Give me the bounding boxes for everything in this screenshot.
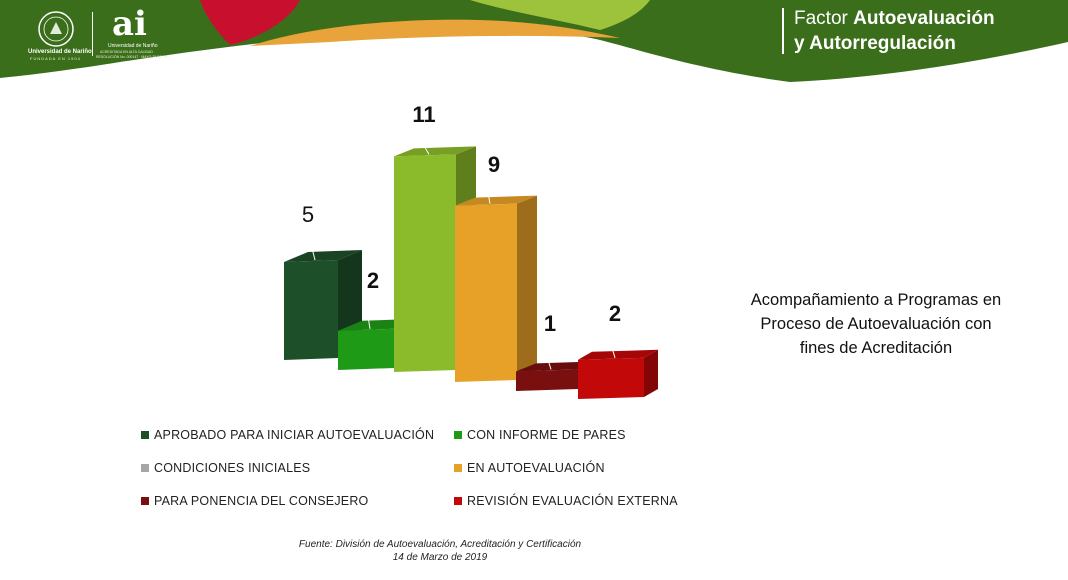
legend-item: APROBADO PARA INICIAR AUTOEVALUACIÓN — [141, 428, 434, 442]
bar-top — [578, 349, 658, 360]
source-note: Fuente: División de Autoevaluación, Acre… — [220, 538, 660, 564]
university-crest-icon — [38, 11, 74, 47]
data-label: 1 — [544, 311, 556, 336]
leader-line — [606, 330, 616, 358]
leader-line — [415, 131, 430, 155]
legend-item: REVISIÓN EVALUACIÓN EXTERNA — [454, 494, 678, 508]
ai-logo-line-3: RESOLUCIÓN No. 000147 · MAYO 25 DE 2017 — [96, 55, 171, 59]
bar-side — [644, 349, 658, 397]
bar-top — [284, 250, 362, 262]
bar — [578, 349, 658, 399]
ai-logo-line-1: Universidad de Nariño — [108, 43, 158, 49]
source-line-1: Fuente: División de Autoevaluación, Acre… — [298, 539, 582, 550]
legend-swatch — [454, 497, 462, 505]
bar-front — [455, 203, 517, 382]
chart-title-line-1: Acompañamiento a Programas en — [750, 291, 1002, 309]
legend-label: CONDICIONES INICIALES — [154, 461, 311, 475]
leader-line — [485, 181, 491, 204]
legend-swatch — [141, 431, 149, 439]
factor-line-2: y Autorregulación — [794, 33, 956, 54]
legend-swatch — [454, 464, 462, 472]
factor-divider — [782, 8, 784, 54]
bar-front — [578, 357, 644, 399]
bar-top — [516, 361, 598, 372]
bar-front — [394, 154, 456, 372]
chart-title-line-2: Proceso de Autoevaluación con — [760, 315, 992, 333]
bar-front — [338, 328, 394, 370]
university-motto: FUNDADA EN 1904 — [30, 56, 81, 61]
chart-legend: APROBADO PARA INICIAR AUTOEVALUACIÓN CON… — [141, 428, 701, 518]
leader-line — [541, 340, 552, 370]
legend-item: CONDICIONES INICIALES — [141, 461, 310, 475]
bar-front — [516, 369, 578, 391]
bar — [455, 195, 537, 382]
factor-line-1: Autoevaluación — [853, 8, 995, 29]
factor-prefix: Factor — [794, 8, 848, 29]
bar-front — [284, 260, 338, 360]
legend-label: PARA PONENCIA DEL CONSEJERO — [154, 494, 369, 508]
data-label: 5 — [302, 202, 314, 227]
legend-label: REVISIÓN EVALUACIÓN EXTERNA — [467, 494, 678, 508]
ai-logo-line-2: ACREDITADA EN ALTA CALIDAD — [100, 50, 153, 54]
legend-item: CON INFORME DE PARES — [454, 428, 626, 442]
header-red-arc — [200, 0, 300, 45]
data-label: 2 — [367, 268, 379, 293]
leader-line — [364, 297, 371, 329]
header-light-green-arc — [470, 0, 650, 30]
header-banner — [0, 0, 1068, 82]
header-orange-arc — [250, 19, 620, 46]
legend-label: CON INFORME DE PARES — [467, 428, 626, 442]
legend-item: EN AUTOEVALUACIÓN — [454, 461, 605, 475]
logo-divider — [92, 12, 93, 56]
legend-label: APROBADO PARA INICIAR AUTOEVALUACIÓN — [154, 428, 435, 442]
university-name: Universidad de Nariño — [28, 49, 92, 55]
leader-line — [307, 231, 316, 261]
data-label: 9 — [488, 152, 500, 177]
logo-block: Universidad de Nariño FUNDADA EN 1904 ai… — [28, 4, 178, 62]
legend-swatch — [141, 497, 149, 505]
legend-swatch — [141, 464, 149, 472]
bar-side — [517, 195, 537, 380]
legend-item: PARA PONENCIA DEL CONSEJERO — [141, 494, 368, 508]
bar-top — [455, 195, 537, 206]
data-label: 2 — [609, 301, 621, 326]
legend-label: EN AUTOEVALUACIÓN — [467, 461, 605, 475]
data-label: 11 — [412, 102, 435, 127]
bar-top — [394, 146, 476, 157]
chart-title-line-3: fines de Acreditación — [799, 339, 953, 357]
chart-title: Acompañamiento a Programas en Proceso de… — [728, 288, 1024, 360]
factor-title: Factor Autoevaluación y Autorregulación — [794, 6, 995, 56]
legend-swatch — [454, 431, 462, 439]
source-line-2: 14 de Marzo de 2019 — [392, 552, 488, 563]
ai-logo: ai — [112, 4, 147, 44]
